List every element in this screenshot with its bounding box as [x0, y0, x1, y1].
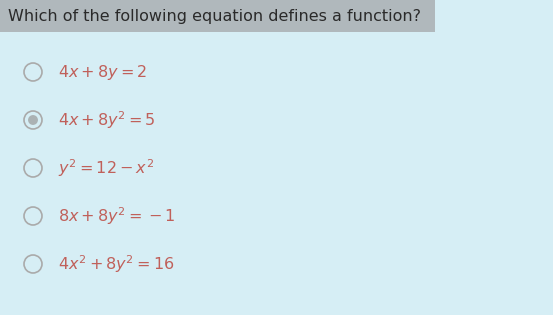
Text: $y^2 = 12 - x^2$: $y^2 = 12 - x^2$: [58, 157, 154, 179]
Text: $8x + 8y^2 = -1$: $8x + 8y^2 = -1$: [58, 205, 175, 227]
Text: $4x + 8y^2 = 5$: $4x + 8y^2 = 5$: [58, 109, 155, 131]
Text: $4x^2 + 8y^2 = 16$: $4x^2 + 8y^2 = 16$: [58, 253, 175, 275]
Text: $4x + 8y = 2$: $4x + 8y = 2$: [58, 62, 147, 82]
Text: Which of the following equation defines a function?: Which of the following equation defines …: [8, 9, 421, 24]
FancyBboxPatch shape: [0, 0, 435, 32]
Circle shape: [28, 115, 38, 125]
